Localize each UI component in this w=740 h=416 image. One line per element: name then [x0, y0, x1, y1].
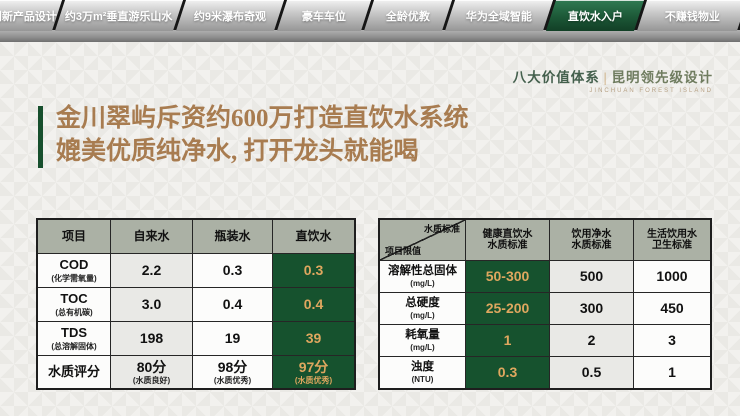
row-label: 溶解性总固体 (mg/L) — [380, 261, 465, 292]
table-cell: 1 — [634, 357, 710, 388]
nav-tab-vertical-play-landscape[interactable]: 约3万m²垂直游乐山水 — [54, 0, 184, 31]
table-cell-highlight: 25-200 — [466, 293, 549, 324]
top-nav: 创新产品设计 约3万m²垂直游乐山水 约9米瀑布奇观 豪车车位 全龄优教 华为全… — [0, 0, 740, 42]
table-cell: 300 — [550, 293, 633, 324]
nav-tab-huawei-smart-home[interactable]: 华为全域智能 — [444, 0, 554, 31]
column-header: 项目 — [38, 220, 110, 253]
table-cell: 80分 (水质良好) — [111, 356, 192, 388]
column-header: 生活饮用水 卫生标准 — [634, 220, 710, 260]
corner-label-item: 项目限值 — [385, 245, 422, 256]
headline: 金川翠屿斥资约600万打造直饮水系统 媲美优质纯净水, 打开龙头就能喝 — [38, 102, 469, 168]
brand-title: 八大价值体系 — [512, 70, 600, 85]
row-label: COD (化学需氧量) — [38, 254, 110, 287]
row-label: 浊度 (NTU) — [380, 357, 465, 388]
diagonal-header-cell: 水质标准 项目限值 — [380, 220, 465, 260]
table-cell: 3.0 — [111, 288, 192, 321]
brand-subtitle: 昆明领先级设计 — [611, 70, 713, 85]
nav-tabs: 创新产品设计 约3万m²垂直游乐山水 约9米瀑布奇观 豪车车位 全龄优教 华为全… — [0, 0, 740, 31]
table-cell: 19 — [193, 322, 272, 355]
table-cell: 2 — [550, 325, 633, 356]
row-label: 水质评分 — [38, 356, 110, 388]
water-comparison-table: 项目 自来水 瓶装水 直饮水 COD (化学需氧量) 2.2 0.3 0.3 TO… — [36, 218, 356, 390]
column-header: 瓶装水 — [193, 220, 272, 253]
nav-tab-waterfall-wonder[interactable]: 约9米瀑布奇观 — [175, 0, 285, 31]
table-cell-highlight: 97分 (水质优秀) — [273, 356, 354, 388]
table-cell-highlight: 0.3 — [273, 254, 354, 287]
nav-tab-innovative-product-design[interactable]: 创新产品设计 — [0, 0, 63, 31]
nav-tab-luxury-parking[interactable]: 豪车车位 — [276, 0, 372, 31]
row-label: TOC (总有机碳) — [38, 288, 110, 321]
table-cell-highlight: 0.4 — [273, 288, 354, 321]
table-cell: 0.3 — [193, 254, 272, 287]
brand-divider: | — [603, 70, 608, 85]
column-header: 饮用净水 水质标准 — [550, 220, 633, 260]
table-cell-highlight: 1 — [466, 325, 549, 356]
table-cell: 0.5 — [550, 357, 633, 388]
column-header: 健康直饮水 水质标准 — [466, 220, 549, 260]
table-cell: 0.4 — [193, 288, 272, 321]
nav-tab-nonprofit-property[interactable]: 不赚钱物业 — [636, 0, 740, 31]
table-cell-highlight: 39 — [273, 322, 354, 355]
nav-tab-direct-drinking-water[interactable]: 直饮水入户 — [545, 0, 645, 31]
table-cell: 500 — [550, 261, 633, 292]
brand-caption: 八大价值体系 | 昆明领先级设计 JINCHUAN FOREST ISLAND — [513, 66, 713, 94]
column-header: 直饮水 — [273, 220, 354, 253]
corner-label-standard: 水质标准 — [423, 224, 460, 234]
table-cell: 450 — [634, 293, 710, 324]
table-cell: 1000 — [634, 261, 710, 292]
row-label: 耗氧量 (mg/L) — [380, 325, 465, 356]
table-cell: 3 — [634, 325, 710, 356]
table-cell: 2.2 — [111, 254, 192, 287]
headline-line1: 金川翠屿斥资约600万打造直饮水系统 — [56, 105, 469, 132]
row-label: TDS (总溶解固体) — [38, 322, 110, 355]
table-cell: 198 — [111, 322, 192, 355]
headline-line2: 媲美优质纯净水, 打开龙头就能喝 — [56, 138, 419, 165]
table-cell: 98分 (水质优秀) — [193, 356, 272, 388]
table-cell-highlight: 0.3 — [466, 357, 549, 388]
water-standards-table: 水质标准 项目限值 健康直饮水 水质标准 饮用净水 水质标准 生活饮用水 卫生标准 溶… — [378, 218, 712, 390]
brand-tagline: JINCHUAN FOREST ISLAND — [589, 88, 713, 94]
column-header: 自来水 — [111, 220, 192, 253]
table-cell-highlight: 50-300 — [466, 261, 549, 292]
nav-tab-all-age-education[interactable]: 全龄优教 — [363, 0, 453, 31]
row-label: 总硬度 (mg/L) — [380, 293, 465, 324]
headline-accent-bar — [38, 106, 43, 168]
